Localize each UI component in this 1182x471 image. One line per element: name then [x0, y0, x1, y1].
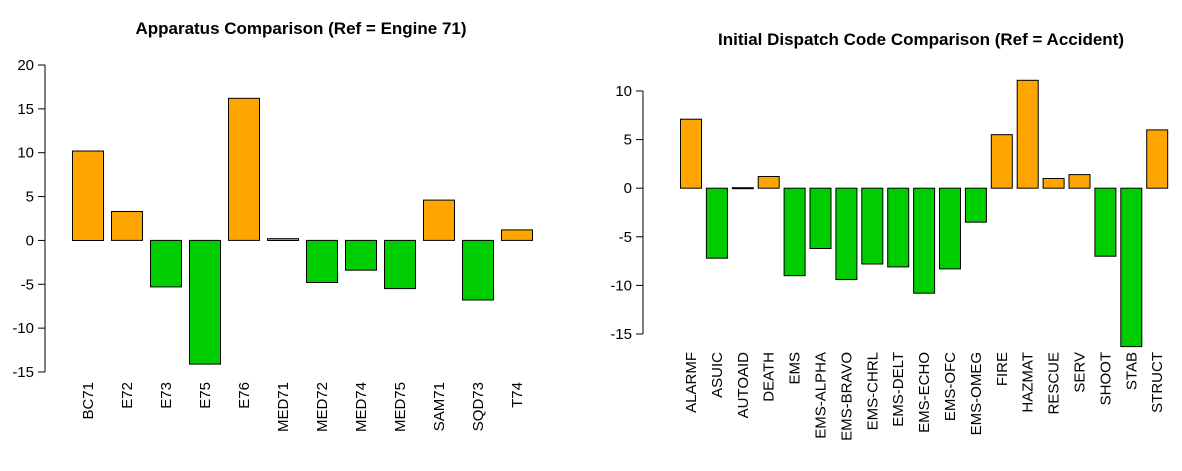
dispatch-bar-struct [1146, 129, 1169, 189]
dispatch-bar-ems [783, 187, 806, 277]
apparatus-bar-med74 [345, 239, 377, 271]
apparatus-x-tick-label: BC71 [80, 382, 97, 420]
dispatch-x-tick-label: STAB [1123, 352, 1140, 390]
dispatch-bar-shoot [1094, 187, 1117, 257]
apparatus-bar-med75 [384, 239, 416, 290]
apparatus-bar-e76 [228, 97, 260, 241]
dispatch-x-tick-label: ALARMF [683, 352, 700, 413]
dispatch-x-tick-label: EMS-BRAVO [838, 352, 855, 441]
apparatus-y-tick-label: -15 [12, 364, 34, 381]
dispatch-code-comparison-chart: Initial Dispatch Code Comparison (Ref = … [610, 30, 1169, 441]
apparatus-bar-sam71 [423, 199, 455, 241]
dispatch-y-axis: -15 -10 -5 0 5 10 [610, 83, 644, 343]
dispatch-bar-death [757, 176, 780, 189]
dispatch-x-tick-label: EMS [787, 352, 804, 385]
dispatch-x-tick-label: STRUCT [1149, 352, 1166, 413]
apparatus-x-tick-label: E72 [119, 382, 136, 409]
dispatch-bar-ems-bravo [835, 187, 858, 281]
dispatch-x-tick-label: RESCUE [1046, 352, 1063, 415]
apparatus-x-tick-label: SAM71 [431, 382, 448, 431]
apparatus-x-tick-label: MED75 [392, 382, 409, 432]
dispatch-bar-hazmat [1016, 79, 1039, 189]
apparatus-bar-t74 [501, 229, 533, 241]
apparatus-x-tick-label: SQD73 [470, 382, 487, 431]
apparatus-bar-e73 [150, 239, 182, 288]
apparatus-bar-e75 [189, 239, 221, 365]
apparatus-y-tick-label: 10 [17, 145, 34, 162]
dispatch-x-labels: ALARMF ASUIC AUTOAID DEATH EMS EMS-ALPHA EMS-B… [683, 352, 1166, 441]
dispatch-x-tick-label: HAZMAT [1020, 352, 1037, 413]
dispatch-bar-ems-chrl [861, 187, 884, 265]
apparatus-y-tick-label: -5 [21, 276, 34, 293]
apparatus-x-tick-label: MED71 [275, 382, 292, 432]
apparatus-y-tick-label: -10 [12, 320, 34, 337]
apparatus-x-tick-label: E75 [197, 382, 214, 409]
apparatus-bar-med71 [267, 238, 299, 241]
dispatch-bar-ems-echo [913, 187, 936, 294]
dispatch-x-tick-label: SERV [1072, 352, 1089, 393]
dispatch-y-tick-label: 0 [624, 180, 632, 197]
dispatch-y-tick-label: 5 [624, 132, 632, 149]
dispatch-bars [680, 79, 1169, 348]
apparatus-y-tick-label: 0 [26, 232, 34, 249]
dispatch-x-tick-label: EMS-DELT [890, 352, 907, 427]
apparatus-bar-e72 [111, 211, 143, 241]
dispatch-y-tick-label: -15 [610, 326, 632, 343]
dispatch-chart-title: Initial Dispatch Code Comparison (Ref = … [718, 30, 1124, 49]
dispatch-bar-ems-ofc [939, 187, 961, 270]
dispatch-x-tick-label: EMS-CHRL [864, 352, 881, 430]
dispatch-x-tick-label: EMS-ALPHA [813, 352, 830, 439]
dispatch-x-tick-label: FIRE [994, 352, 1011, 386]
dispatch-x-tick-label: DEATH [761, 352, 778, 402]
dispatch-bar-ems-omeg [964, 187, 987, 223]
dispatch-bar-rescue [1042, 178, 1065, 189]
dispatch-x-tick-label: ASUIC [709, 352, 726, 398]
apparatus-bar-med72 [306, 239, 338, 283]
apparatus-x-tick-label: E76 [236, 382, 253, 409]
dispatch-x-tick-label: EMS-OMEG [968, 352, 985, 435]
dispatch-x-tick-label: EMS-OFC [942, 352, 959, 421]
dispatch-bar-ems-alpha [809, 187, 832, 249]
apparatus-x-tick-label: T74 [509, 382, 526, 408]
dispatch-bar-ems-delt [887, 187, 910, 268]
apparatus-bar-bc71 [72, 150, 104, 241]
dispatch-bar-stab [1120, 187, 1143, 348]
apparatus-chart-title: Apparatus Comparison (Ref = Engine 71) [135, 19, 466, 38]
dispatch-x-tick-label: EMS-ECHO [916, 352, 933, 433]
dispatch-bar-alarmf [680, 118, 702, 189]
dispatch-y-tick-label: -10 [610, 277, 632, 294]
apparatus-x-tick-label: E73 [158, 382, 175, 409]
apparatus-y-tick-label: 20 [17, 57, 34, 74]
dispatch-bar-asuic [705, 187, 728, 259]
dispatch-y-tick-label: 10 [615, 83, 632, 100]
apparatus-bar-sqd73 [462, 239, 494, 301]
apparatus-x-labels: BC71 E72 E73 E75 E76 MED71 MED72 MED74 MED75 SAM7… [80, 382, 526, 432]
apparatus-x-tick-label: MED72 [314, 382, 331, 432]
apparatus-y-tick-label: 15 [17, 101, 34, 118]
dispatch-x-tick-label: AUTOAID [735, 352, 752, 419]
apparatus-bars [72, 97, 533, 365]
apparatus-x-tick-label: MED74 [353, 382, 370, 432]
dispatch-bar-serv [1068, 174, 1091, 189]
apparatus-comparison-chart: Apparatus Comparison (Ref = Engine 71) -… [12, 19, 533, 432]
dispatch-y-tick-label: -5 [619, 229, 632, 246]
dispatch-x-tick-label: SHOOT [1097, 352, 1114, 405]
apparatus-y-tick-label: 5 [26, 189, 34, 206]
dispatch-bar-autoaid [731, 187, 754, 190]
apparatus-y-axis: -15 -10 -5 0 5 10 15 20 [12, 57, 46, 381]
dispatch-bar-fire [990, 134, 1013, 189]
